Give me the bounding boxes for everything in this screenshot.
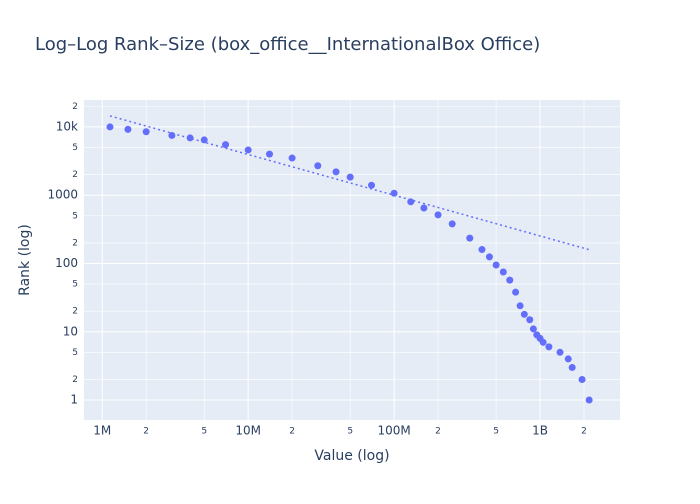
x-tick-label: 2	[289, 427, 295, 437]
marks	[106, 115, 593, 404]
point	[516, 302, 524, 310]
point	[512, 288, 520, 296]
x-axis-title: Value (log)	[314, 448, 389, 464]
point	[332, 168, 340, 176]
point	[222, 141, 230, 149]
point	[585, 396, 593, 404]
y-tick-label: 1000	[47, 188, 78, 202]
y-tick-label: 2	[72, 238, 78, 248]
point	[106, 123, 114, 131]
point	[526, 316, 534, 324]
x-tick-label: 5	[347, 427, 353, 437]
y-tick-label: 10	[63, 324, 78, 338]
y-tick-label: 2	[72, 170, 78, 180]
point	[492, 261, 500, 269]
y-tick-label: 10k	[56, 119, 78, 133]
point	[520, 310, 528, 318]
y-tick-label: 2	[72, 375, 78, 385]
y-tick-label: 5	[72, 348, 78, 358]
y-tick-label: 2	[72, 102, 78, 112]
point	[368, 181, 376, 189]
point	[142, 128, 150, 136]
point	[556, 348, 564, 356]
point	[506, 276, 514, 284]
point	[485, 253, 493, 261]
y-tick-label: 5	[72, 143, 78, 153]
y-tick-label: 2	[72, 307, 78, 317]
point	[314, 162, 322, 170]
point	[288, 154, 296, 162]
y-tick-label: 5	[72, 280, 78, 290]
point	[466, 234, 474, 242]
point	[244, 146, 252, 154]
point	[499, 268, 507, 276]
x-tick-label: 5	[201, 427, 207, 437]
point	[124, 125, 132, 133]
point	[434, 211, 442, 219]
y-tick-label: 100	[55, 256, 78, 270]
x-tick-label: 100M	[377, 424, 410, 438]
y-tick-label: 5	[72, 211, 78, 221]
fit-line	[109, 115, 591, 251]
x-tick-label: 1M	[93, 424, 111, 438]
point	[407, 198, 415, 206]
x-tick-label: 2	[143, 427, 149, 437]
plot-area	[84, 100, 620, 420]
x-tick-label: 2	[581, 427, 587, 437]
point	[420, 204, 428, 212]
point	[564, 355, 572, 363]
point	[578, 375, 586, 383]
grid: 1M 2 5 10M 2 5 100M 2 5 1B 2 1 2 5 10 2 5 100 2 5 1000 2 5 10k 2	[47, 100, 620, 438]
y-tick-label: 1	[70, 393, 78, 407]
chart-title: Log–Log Rank–Size (box_office__Internati…	[35, 34, 540, 55]
x-tick-label: 2	[435, 427, 441, 437]
point	[346, 173, 354, 181]
x-tick-label: 10M	[235, 424, 261, 438]
x-tick-label: 1B	[532, 424, 548, 438]
point	[545, 343, 553, 351]
x-tick-label: 5	[493, 427, 499, 437]
point	[529, 325, 537, 333]
y-axis-title: Rank (log)	[17, 224, 33, 296]
point	[266, 150, 274, 158]
point	[448, 220, 456, 228]
point	[568, 363, 576, 371]
point	[478, 246, 486, 254]
point	[539, 338, 547, 346]
point	[186, 134, 194, 142]
